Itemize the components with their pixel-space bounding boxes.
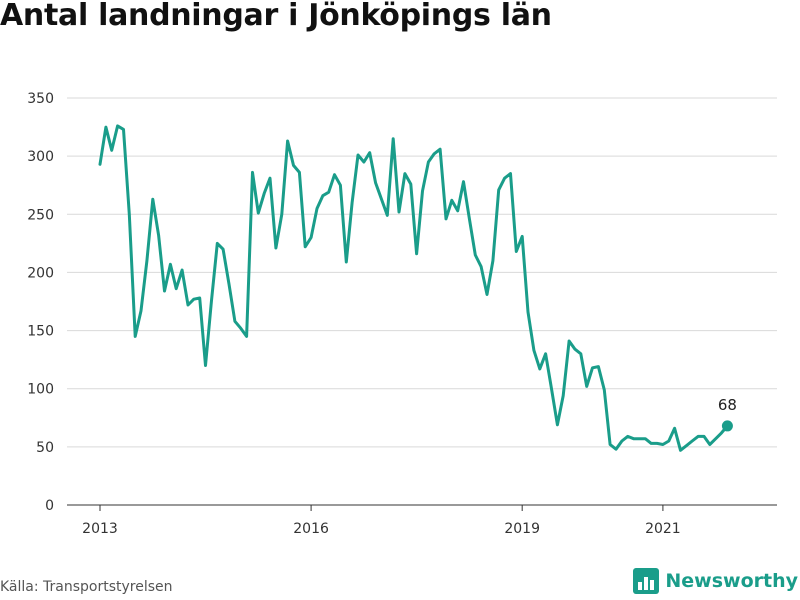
brand-name: Newsworthy — [665, 570, 798, 592]
last-point-label: 68 — [718, 396, 737, 414]
chart-title: Antal landningar i Jönköpings län — [0, 0, 552, 33]
y-tick-label: 350 — [27, 91, 54, 107]
y-tick-label: 300 — [27, 149, 54, 165]
bar-chart-logo-icon — [633, 568, 660, 594]
y-tick-label: 150 — [27, 324, 54, 340]
gridlines — [67, 97, 777, 448]
y-tick-label: 50 — [36, 440, 54, 456]
y-tick-label: 0 — [45, 498, 54, 514]
source-text: Källa: Transportstyrelsen — [0, 579, 173, 595]
y-tick-label: 100 — [27, 382, 54, 398]
series-line — [98, 124, 729, 452]
x-tick-label: 2013 — [82, 521, 118, 537]
x-tick-label: 2016 — [293, 521, 329, 537]
last-point-marker — [721, 420, 733, 432]
y-tick-label: 200 — [27, 265, 54, 281]
y-tick-label: 250 — [27, 207, 54, 223]
x-tick-label: 2021 — [645, 521, 681, 537]
y-axis: 0 50 100 150 200 250 300 350 — [27, 91, 54, 514]
x-tick-label: 2019 — [504, 521, 540, 537]
brand-logo[interactable]: Newsworthy — [633, 568, 798, 594]
x-axis: 2013 2016 2019 2021 — [67, 504, 777, 537]
series-group: 68 — [98, 124, 737, 452]
